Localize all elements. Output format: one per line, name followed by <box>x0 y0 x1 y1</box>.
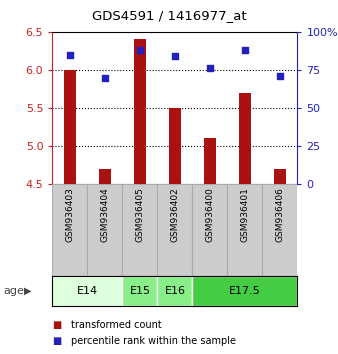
Text: transformed count: transformed count <box>71 320 162 330</box>
Point <box>102 75 107 80</box>
Bar <box>64 70 76 184</box>
Bar <box>274 169 286 184</box>
Text: ▶: ▶ <box>24 286 32 296</box>
Point <box>137 47 143 53</box>
Text: GDS4591 / 1416977_at: GDS4591 / 1416977_at <box>92 9 246 22</box>
Text: ■: ■ <box>52 336 62 346</box>
Bar <box>239 93 251 184</box>
Point <box>207 65 213 71</box>
Bar <box>158 276 192 306</box>
Text: GSM936405: GSM936405 <box>136 187 144 242</box>
Bar <box>158 184 192 276</box>
Bar <box>204 138 216 184</box>
Point <box>67 52 73 57</box>
Text: E15: E15 <box>129 286 150 296</box>
Text: GSM936400: GSM936400 <box>206 187 214 242</box>
Text: E14: E14 <box>77 286 98 296</box>
Bar <box>99 169 111 184</box>
Text: GSM936401: GSM936401 <box>240 187 249 242</box>
Text: GSM936404: GSM936404 <box>100 187 110 241</box>
Bar <box>134 40 146 184</box>
Point <box>242 47 248 53</box>
Point <box>277 73 283 79</box>
Bar <box>122 276 158 306</box>
Bar <box>88 184 122 276</box>
Text: GSM936403: GSM936403 <box>65 187 74 242</box>
Text: ■: ■ <box>52 320 62 330</box>
Text: age: age <box>3 286 24 296</box>
Bar <box>192 184 227 276</box>
Bar <box>227 184 262 276</box>
Text: GSM936406: GSM936406 <box>275 187 285 242</box>
Text: GSM936402: GSM936402 <box>170 187 179 241</box>
Bar <box>52 184 88 276</box>
Text: E16: E16 <box>164 286 186 296</box>
Bar <box>122 184 158 276</box>
Bar <box>169 108 181 184</box>
Point <box>172 53 178 59</box>
Text: percentile rank within the sample: percentile rank within the sample <box>71 336 236 346</box>
Text: E17.5: E17.5 <box>229 286 261 296</box>
Bar <box>262 184 297 276</box>
Bar <box>192 276 297 306</box>
Bar <box>52 276 122 306</box>
